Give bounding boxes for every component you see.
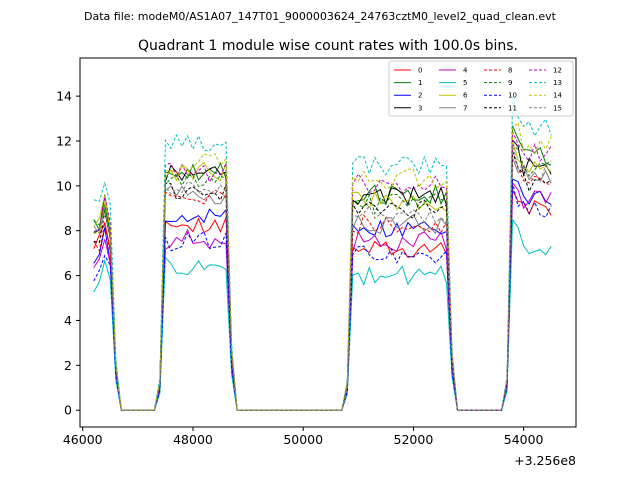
y-tick-label: 8 bbox=[64, 223, 72, 238]
series-line-module-13 bbox=[93, 95, 552, 411]
x-axis-offset-label: +3.256e8 bbox=[514, 453, 576, 468]
y-tick-label: 4 bbox=[64, 313, 72, 328]
series-line-module-15 bbox=[93, 143, 552, 411]
y-tick-label: 6 bbox=[64, 268, 72, 283]
x-tick-label: 46000 bbox=[63, 432, 103, 447]
y-tick-label: 12 bbox=[56, 133, 72, 148]
chart-title: Quadrant 1 module wise count rates with … bbox=[138, 38, 518, 54]
plot-lines bbox=[93, 95, 552, 411]
axis-ticks: 46000 48000 50000 52000 54000 0 2 4 6 8 10 12 14 bbox=[56, 89, 543, 447]
legend-label-module-8: 8 bbox=[508, 67, 512, 75]
y-tick-label: 14 bbox=[56, 89, 72, 104]
legend-label-module-13: 13 bbox=[553, 79, 562, 87]
legend-label-module-7: 7 bbox=[463, 104, 467, 112]
legend-label-module-10: 10 bbox=[508, 92, 517, 100]
legend-label-module-6: 6 bbox=[463, 92, 468, 100]
legend-label-module-5: 5 bbox=[463, 79, 467, 87]
x-tick-label: 52000 bbox=[394, 432, 434, 447]
plot-area-frame bbox=[79, 57, 577, 428]
legend-label-module-12: 12 bbox=[553, 67, 562, 75]
legend-label-module-11: 11 bbox=[508, 104, 517, 112]
legend-label-module-3: 3 bbox=[418, 104, 422, 112]
legend-label-module-1: 1 bbox=[418, 79, 422, 87]
y-tick-label: 2 bbox=[64, 358, 72, 373]
legend-label-module-15: 15 bbox=[553, 104, 562, 112]
x-tick-label: 50000 bbox=[283, 432, 323, 447]
y-tick-label: 10 bbox=[56, 178, 72, 193]
legend-label-module-0: 0 bbox=[418, 67, 422, 75]
y-tick-label: 0 bbox=[64, 403, 72, 418]
legend-label-module-4: 4 bbox=[463, 67, 468, 75]
x-tick-label: 48000 bbox=[173, 432, 213, 447]
figure-suptitle: Data file: modeM0/AS1A07_147T01_90000036… bbox=[84, 10, 557, 23]
legend-label-module-14: 14 bbox=[553, 92, 562, 100]
x-tick-label: 54000 bbox=[504, 432, 544, 447]
legend-frame bbox=[388, 60, 574, 117]
legend-label-module-2: 2 bbox=[418, 92, 422, 100]
legend-label-module-9: 9 bbox=[508, 79, 512, 87]
